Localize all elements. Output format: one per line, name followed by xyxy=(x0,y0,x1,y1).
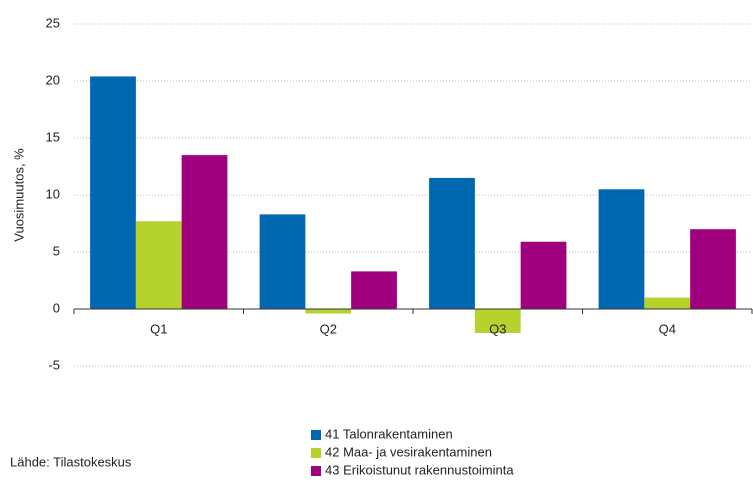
x-tick-label: Q3 xyxy=(489,321,506,336)
y-tick-label: 5 xyxy=(53,243,60,258)
bar xyxy=(474,309,521,333)
y-tick-label: 0 xyxy=(53,300,60,315)
y-tick-label: 20 xyxy=(46,72,60,87)
legend-swatch xyxy=(311,448,321,458)
legend-label: 42 Maa- ja vesirakentaminen xyxy=(325,444,492,459)
legend-label: 43 Erikoistunut rakennustoiminta xyxy=(325,462,514,477)
source: Lähde: Tilastokeskus xyxy=(10,454,132,469)
legend-swatch xyxy=(311,430,321,440)
y-tick-label: 25 xyxy=(46,15,60,30)
y-axis-label: Vuosimuutos, % xyxy=(11,148,26,242)
legend-swatch xyxy=(311,466,321,476)
y-tick-label: 15 xyxy=(46,129,60,144)
y-tick-label: -5 xyxy=(48,357,60,372)
y-tick-label: 10 xyxy=(46,186,60,201)
x-tick-label: Q4 xyxy=(659,321,676,336)
legend-label: 41 Talonrakentaminen xyxy=(325,426,453,441)
bar xyxy=(351,271,397,309)
bar xyxy=(135,221,182,309)
bar xyxy=(305,309,352,314)
bar xyxy=(429,177,475,309)
bar xyxy=(644,297,691,309)
x-tick-label: Q1 xyxy=(150,321,167,336)
bar xyxy=(598,189,645,309)
bar xyxy=(181,155,228,309)
bar xyxy=(259,214,306,309)
bar xyxy=(690,229,736,309)
bar xyxy=(520,241,567,309)
bar xyxy=(90,76,136,309)
x-tick-label: Q2 xyxy=(320,321,337,336)
